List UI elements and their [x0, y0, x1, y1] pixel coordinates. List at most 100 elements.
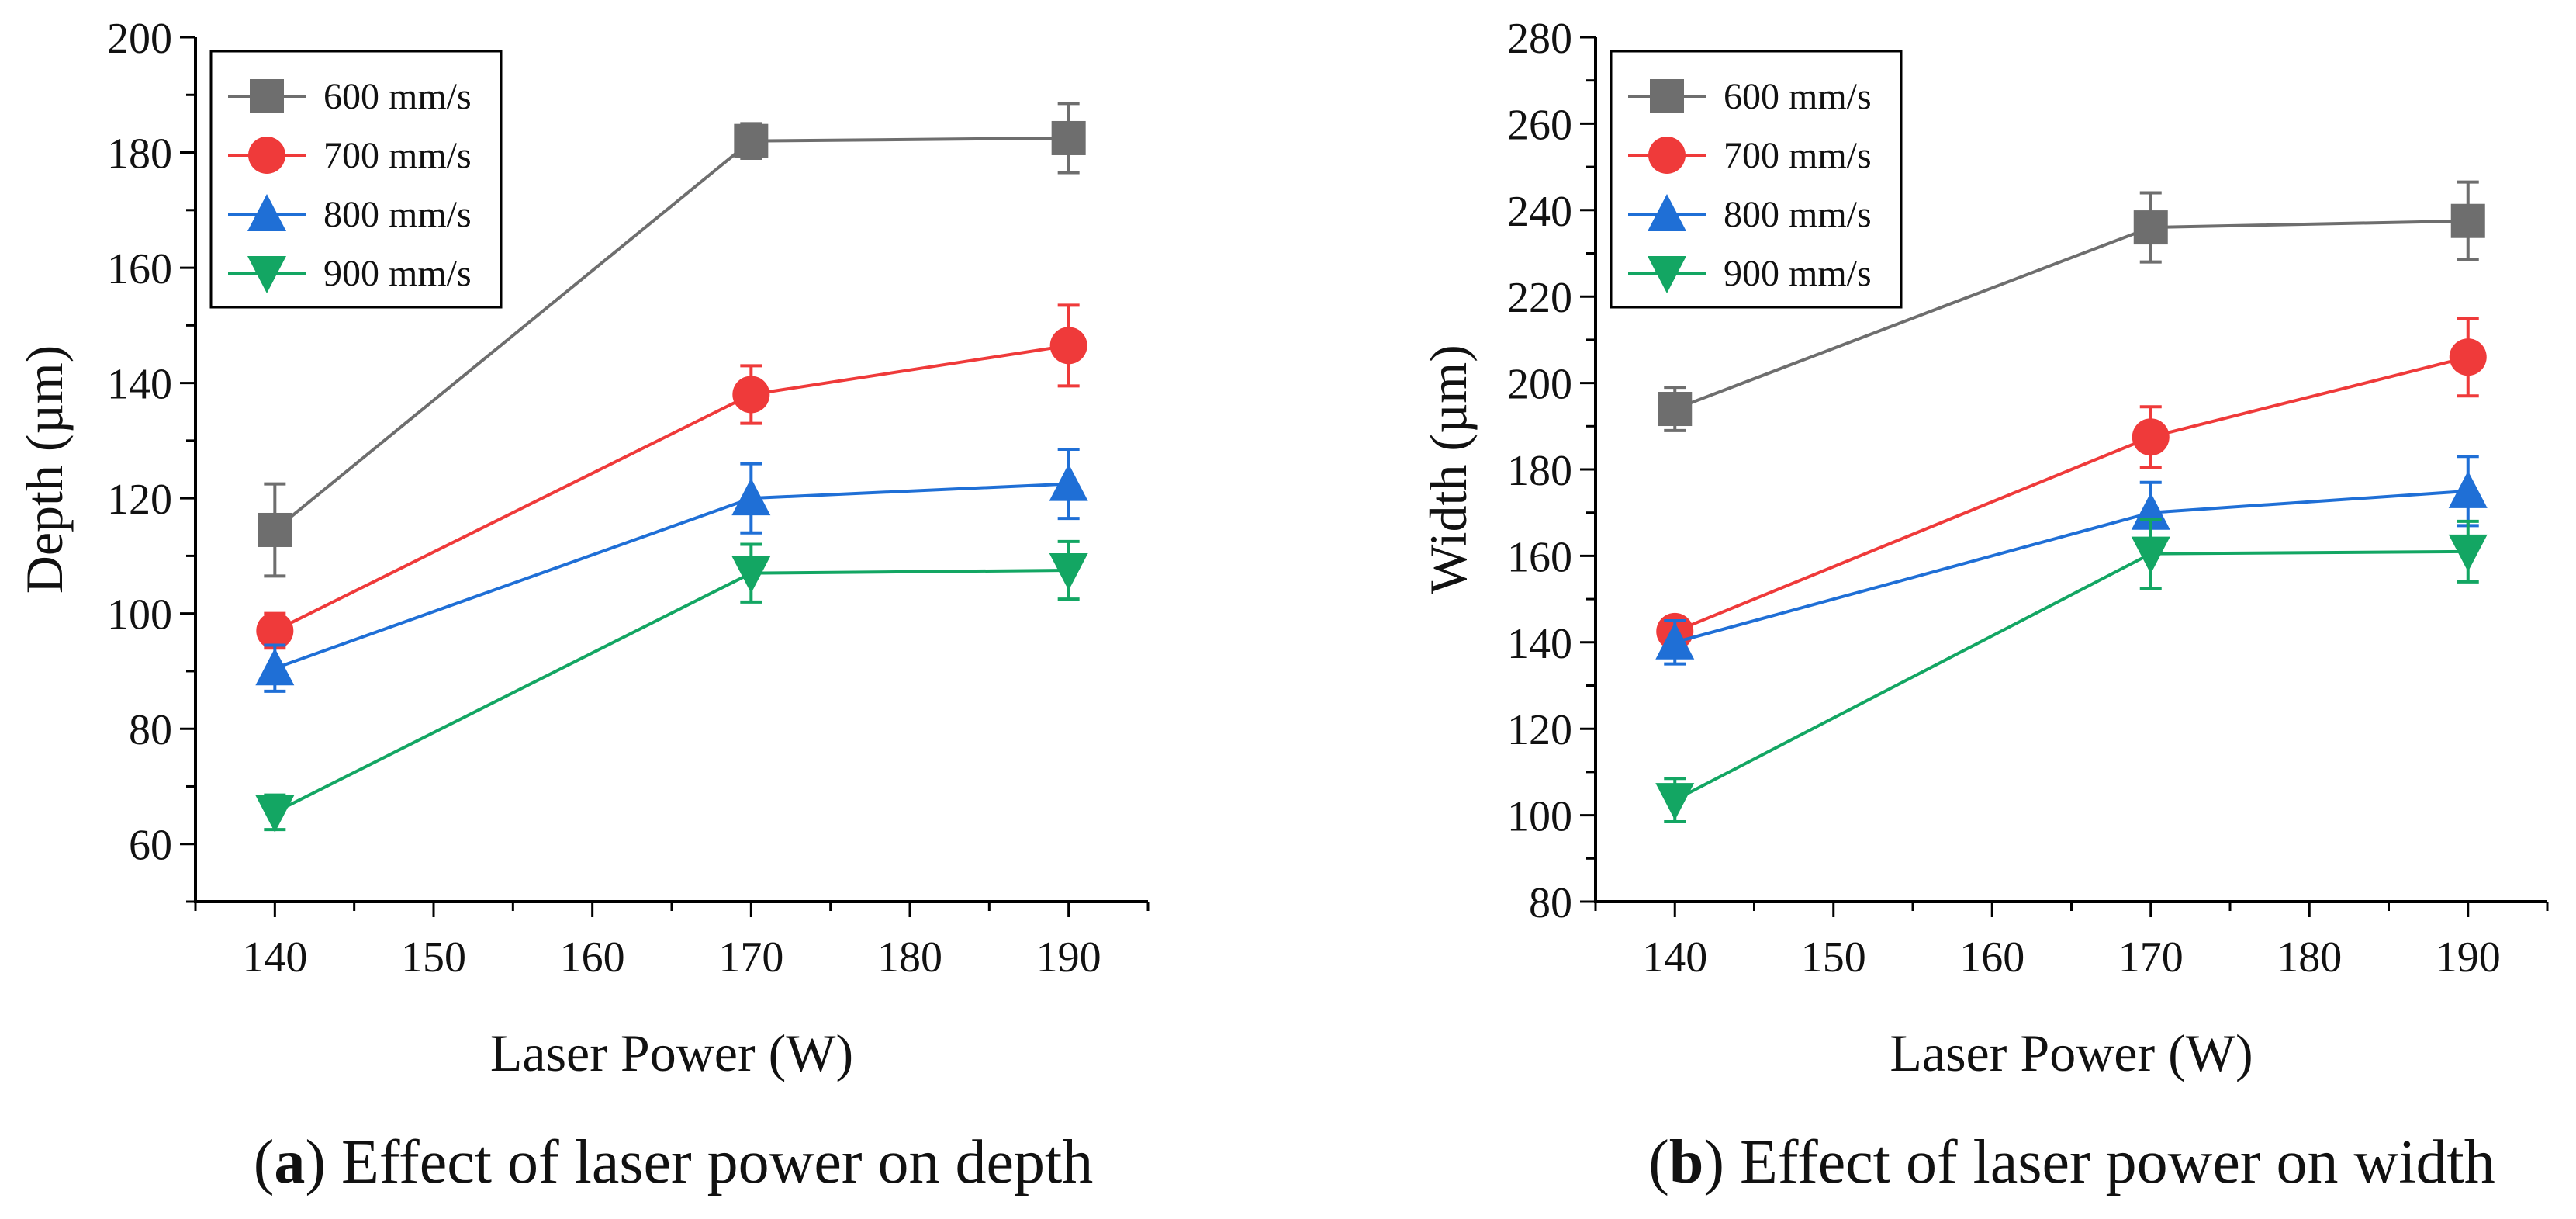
y-tick-label: 260: [1507, 101, 1572, 149]
caption-letter: a: [274, 1128, 305, 1196]
data-point: [2132, 418, 2170, 456]
y-tick-label: 120: [1507, 706, 1572, 754]
panel-caption: (b) Effect of laser power on width: [1648, 1128, 2495, 1196]
y-tick-label: 120: [107, 476, 172, 524]
y-tick-label: 100: [107, 591, 172, 639]
data-point: [256, 611, 294, 649]
y-tick-label: 140: [1507, 620, 1572, 668]
data-point: [255, 795, 295, 833]
legend-marker: [248, 137, 285, 174]
y-tick-label: 200: [1507, 361, 1572, 409]
legend-marker: [1648, 137, 1686, 174]
y-tick-label: 60: [129, 822, 172, 870]
chart-panel-b: 140 150 160 170 180 190 80 100 120 140 160 180 200 22…: [1419, 15, 2549, 1196]
x-tick-label: 190: [1036, 933, 1101, 982]
y-tick-label: 140: [107, 361, 172, 409]
series-600-mm-s: [1658, 180, 2485, 432]
legend-label: 800 mm/s: [1724, 194, 1872, 235]
series-line: [1674, 355, 2469, 633]
legend: 600 mm/s 700 mm/s 800 mm/s 900 mm/s: [1610, 50, 1903, 309]
legend-label: 600 mm/s: [323, 76, 472, 117]
caption-text: Effect of laser power on width: [1740, 1128, 2495, 1196]
x-axis-title: Laser Power (W): [490, 1023, 853, 1082]
data-point: [1049, 327, 1087, 365]
caption-open-paren: (: [1648, 1128, 1669, 1196]
y-tick-label: 220: [1507, 274, 1572, 322]
x-tick-label: 140: [242, 933, 307, 982]
caption-text: Effect of laser power on depth: [341, 1128, 1093, 1196]
legend-label: 600 mm/s: [1724, 76, 1872, 117]
caption-close-paren: ): [305, 1128, 341, 1196]
y-tick-label: 180: [107, 130, 172, 178]
legend-marker: [1650, 79, 1684, 113]
data-point: [2131, 536, 2170, 574]
legend-marker: [1648, 256, 1686, 293]
y-tick-label: 160: [107, 245, 172, 293]
legend-label: 900 mm/s: [1724, 253, 1872, 294]
x-tick-label: 160: [1959, 933, 2024, 982]
x-tick-label: 140: [1642, 933, 1707, 982]
data-point: [2448, 470, 2488, 508]
x-tick-label: 170: [718, 933, 783, 982]
legend: 600 mm/s 700 mm/s 800 mm/s 900 mm/s: [209, 50, 503, 309]
y-tick-label: 180: [1507, 447, 1572, 495]
data-point: [2450, 203, 2485, 238]
legend-label: 700 mm/s: [323, 135, 472, 176]
y-tick-label: 100: [1507, 793, 1572, 841]
data-point: [255, 648, 295, 686]
legend-marker: [247, 256, 286, 293]
y-tick-label: 160: [1507, 533, 1572, 581]
y-axis-title: Depth (µm): [15, 345, 74, 594]
data-point: [2133, 210, 2168, 245]
series-line: [1674, 549, 2468, 802]
data-point: [1655, 622, 1695, 660]
data-point: [2449, 338, 2487, 376]
x-tick-label: 150: [401, 933, 466, 982]
data-point: [2448, 534, 2488, 572]
data-point: [731, 556, 771, 594]
y-tick-label: 80: [1529, 879, 1572, 927]
series-900-mm-s: [1655, 518, 2488, 823]
caption-open-paren: (: [254, 1128, 275, 1196]
legend-marker: [1648, 194, 1686, 231]
x-tick-label: 150: [1801, 933, 1866, 982]
legend-marker: [247, 194, 286, 231]
data-point: [1051, 120, 1086, 155]
data-point: [732, 376, 770, 414]
y-axis-title: Width (µm): [1419, 345, 1478, 594]
series-line: [274, 568, 1069, 814]
chart-panel-a: 140 150 160 170 180 190 60 80 100 120 140 160 180 200…: [15, 15, 1150, 1196]
series-600-mm-s: [258, 102, 1086, 578]
x-tick-label: 160: [560, 933, 625, 982]
series-line: [1674, 489, 2468, 644]
panel-caption: (a) Effect of laser power on depth: [254, 1128, 1094, 1196]
series-line: [274, 482, 1069, 670]
y-tick-label: 240: [1507, 188, 1572, 236]
x-axis-title: Laser Power (W): [1890, 1023, 2253, 1082]
y-tick-label: 80: [129, 706, 172, 754]
data-point: [1049, 552, 1088, 590]
x-tick-label: 190: [2436, 933, 2501, 982]
data-point: [731, 478, 771, 516]
y-tick-label: 280: [1507, 15, 1572, 63]
caption-letter: b: [1669, 1128, 1704, 1196]
legend-label: 800 mm/s: [323, 194, 472, 235]
legend-marker: [250, 79, 284, 113]
data-point: [1655, 783, 1695, 821]
legend-label: 900 mm/s: [323, 253, 472, 294]
x-tick-label: 170: [2118, 933, 2184, 982]
series-700-mm-s: [256, 303, 1087, 650]
series-800-mm-s: [255, 448, 1088, 693]
x-tick-label: 180: [877, 933, 942, 982]
series-900-mm-s: [255, 539, 1088, 833]
series-800-mm-s: [1655, 455, 2488, 666]
y-tick-label: 200: [107, 15, 172, 63]
data-point: [1658, 392, 1693, 427]
data-point: [1049, 463, 1088, 501]
data-point: [258, 512, 292, 547]
x-tick-label: 180: [2277, 933, 2342, 982]
data-point: [734, 123, 769, 158]
caption-close-paren: ): [1703, 1128, 1740, 1196]
legend-label: 700 mm/s: [1724, 135, 1872, 176]
